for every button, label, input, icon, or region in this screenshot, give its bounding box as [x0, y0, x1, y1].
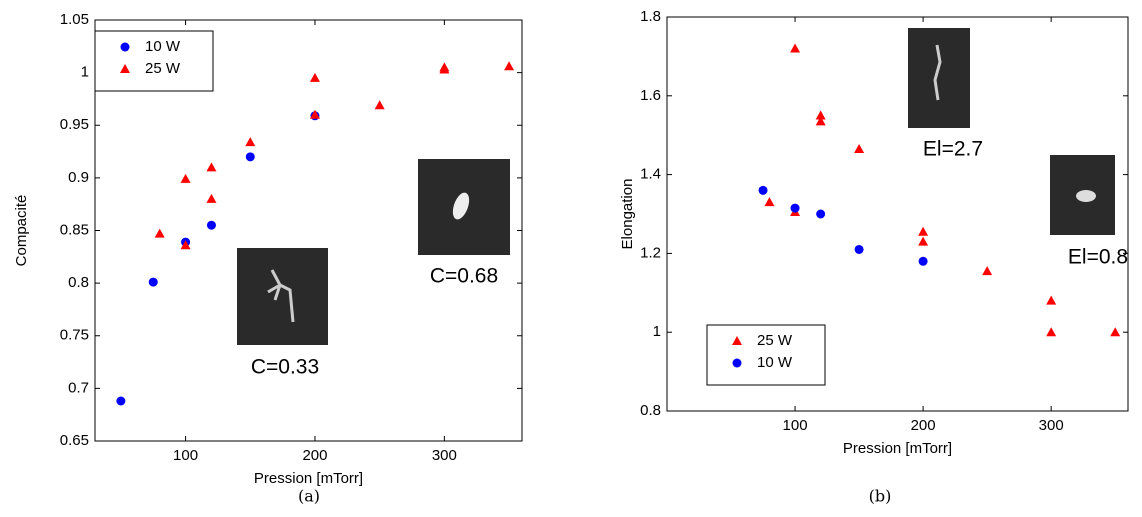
- data-point: [732, 358, 742, 368]
- caption: (b): [869, 487, 892, 506]
- y-axis-label: Compacité: [13, 195, 30, 267]
- inset-image: [908, 28, 970, 128]
- x-axis-label: Pression [mTorr]: [843, 440, 952, 457]
- data-point: [148, 277, 158, 287]
- y-tick-label: 0.75: [60, 327, 89, 344]
- legend-label: 25 W: [757, 332, 793, 349]
- legend-label: 10 W: [757, 354, 793, 371]
- chart: 0.65 0.7 0.75 0.8 0.85 0.9 0.95 1 1.05 100 200 300 P…: [13, 11, 523, 506]
- y-tick-label: 1: [653, 323, 661, 340]
- data-point: [790, 203, 800, 213]
- y-axis-label: Elongation: [619, 179, 636, 250]
- y-tick-label: 0.85: [60, 221, 89, 238]
- legend: 10 W 25 W: [94, 30, 214, 92]
- data-point: [918, 226, 929, 236]
- data-point: [154, 228, 165, 238]
- annotation: El=2.7: [923, 138, 983, 161]
- x-tick-label: 200: [302, 447, 327, 464]
- inset-image: [237, 248, 328, 345]
- chart: 0.8 1 1.2 1.4 1.6 1.8 100 200 300 Pression [mTorr…: [619, 8, 1129, 506]
- caption: (a): [298, 487, 320, 506]
- data-point: [816, 209, 826, 219]
- data-point: [309, 72, 320, 82]
- y-tick-label: 0.65: [60, 432, 89, 449]
- legend: 25 W 10 W: [706, 324, 826, 386]
- data-point: [504, 61, 515, 71]
- y-tick-label: 0.9: [68, 169, 89, 186]
- y-tick-label: 1.4: [640, 166, 661, 183]
- data-point: [206, 220, 216, 230]
- inset-image: [418, 159, 510, 255]
- x-tick-label: 100: [783, 417, 808, 434]
- x-axis-label: Pression [mTorr]: [254, 470, 363, 487]
- y-tick-label: 1.05: [60, 11, 89, 28]
- data-point: [1046, 295, 1057, 305]
- data-point: [918, 236, 929, 246]
- data-point: [815, 110, 826, 120]
- y-tick-label: 1.2: [640, 244, 661, 261]
- data-point: [732, 336, 742, 345]
- data-point: [206, 193, 217, 203]
- x-tick-label: 100: [173, 447, 198, 464]
- data-point: [374, 100, 385, 110]
- data-point: [790, 43, 801, 53]
- data-point: [309, 109, 320, 119]
- y-tick-label: 0.8: [640, 402, 661, 419]
- data-point: [439, 64, 450, 74]
- data-point: [245, 152, 255, 162]
- plot-frame: [666, 16, 1129, 412]
- data-point: [120, 64, 130, 73]
- data-point: [854, 244, 864, 254]
- x-tick-label: 300: [432, 447, 457, 464]
- data-point: [180, 173, 191, 183]
- legend-box: [706, 324, 826, 386]
- data-point: [854, 143, 865, 153]
- data-point: [815, 116, 826, 126]
- data-point: [1046, 327, 1057, 337]
- y-tick-label: 0.8: [68, 274, 89, 291]
- data-point: [918, 256, 928, 266]
- x-tick-label: 300: [1039, 417, 1064, 434]
- y-tick-label: 1.6: [640, 87, 661, 104]
- legend-box: [94, 30, 214, 92]
- data-point: [245, 137, 256, 147]
- annotation: C=0.33: [251, 356, 319, 379]
- data-point: [206, 162, 217, 172]
- annotation: El=0.8: [1068, 246, 1128, 269]
- data-point: [116, 396, 126, 406]
- plot-frame: [94, 19, 523, 442]
- data-point: [764, 197, 775, 207]
- data-point: [1110, 327, 1121, 337]
- data-point: [982, 266, 993, 276]
- x-tick-label: 200: [911, 417, 936, 434]
- legend-label: 25 W: [145, 60, 181, 77]
- y-tick-label: 1: [81, 64, 89, 81]
- y-tick-label: 0.7: [68, 379, 89, 396]
- y-tick-label: 0.95: [60, 116, 89, 133]
- annotation: C=0.68: [430, 265, 498, 288]
- legend-label: 10 W: [145, 38, 181, 55]
- y-tick-label: 1.8: [640, 8, 661, 25]
- inset-image: [1050, 155, 1115, 235]
- data-point: [120, 42, 130, 52]
- data-point: [180, 240, 191, 250]
- data-point: [758, 185, 768, 195]
